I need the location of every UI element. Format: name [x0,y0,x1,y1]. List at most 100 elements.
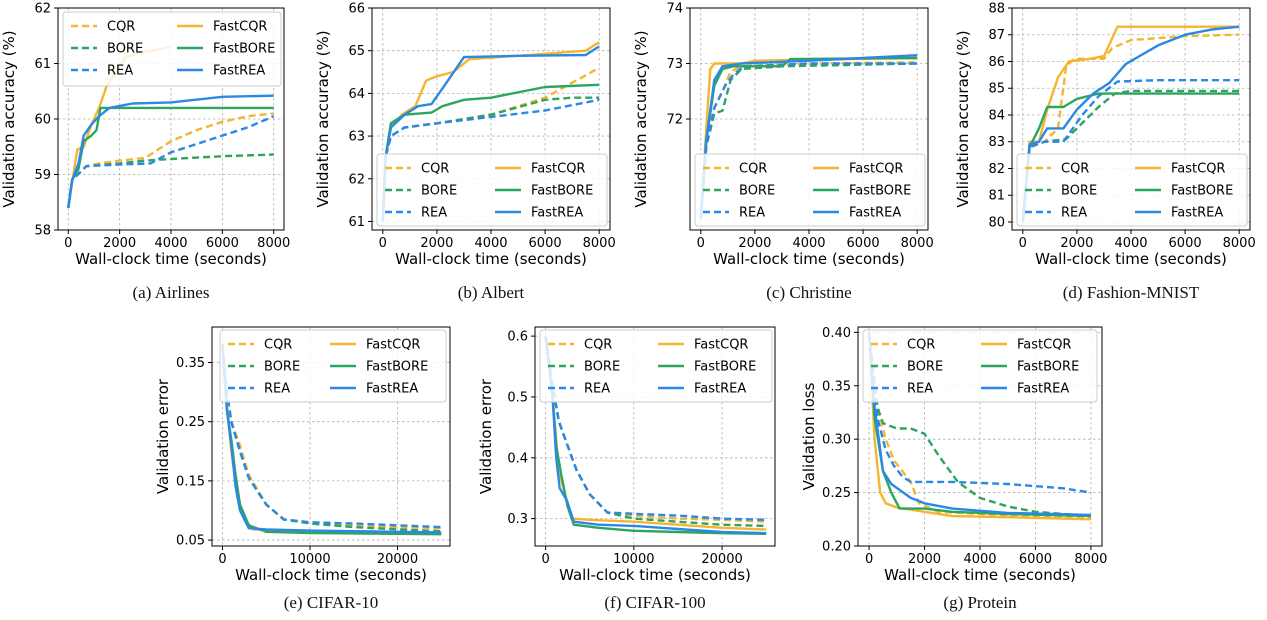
figure-caption: (f) CIFAR-100 [604,593,705,612]
legend-label-cqr: CQR [907,338,935,353]
series-line-fastcqr [699,56,918,219]
y-tick-label: 83 [988,135,1005,150]
legend: CQR BORE REA FastCQR FastBORE FastREA [376,153,608,227]
series-line-fastrea [221,344,442,534]
series-line-rea [221,344,442,529]
y-tick-label: 88 [988,2,1005,17]
figure-caption: (e) CIFAR-10 [284,593,379,612]
legend-label-fastrea: FastREA [366,382,418,397]
legend-label-bore: BORE [421,184,457,199]
legend-label-fastcqr: FastCQR [1017,338,1071,353]
legend-label-bore: BORE [264,360,300,375]
legend-label-fastbore: FastBORE [1171,184,1233,199]
x-tick-label: 4000 [154,236,187,251]
y-axis-label: Validation accuracy (%) [632,30,650,207]
x-tick-label: 8000 [257,236,290,251]
y-tick-label: 0.5 [507,390,528,405]
y-tick-label: 73 [666,57,683,72]
figure-caption: (g) Protein [943,593,1017,612]
legend-label-bore: BORE [907,360,943,375]
y-tick-label: 0.35 [822,379,851,394]
series-line-fastcqr [1021,25,1240,223]
x-axis-label: Wall-clock time (seconds) [713,250,905,268]
legend-label-fastbore: FastBORE [694,360,756,375]
legend-label-bore: BORE [107,42,143,57]
y-tick-label: 62 [348,172,365,187]
series-line-rea [699,62,918,219]
y-tick-label: 0.15 [176,474,205,489]
legend-box [62,11,282,87]
legend-label-cqr: CQR [1061,162,1089,177]
legend-label-rea: REA [421,206,447,221]
legend-label-fastcqr: FastCQR [213,20,267,35]
legend: CQR BORE REA FastCQR FastBORE FastREA [1016,153,1248,227]
figure-caption: (b) Albert [458,283,525,302]
y-tick-label: 0.05 [176,534,205,549]
figure-caption: (c) Christine [766,283,851,302]
x-tick-label: 2000 [738,236,771,251]
y-tick-label: 65 [348,44,365,59]
legend-label-rea: REA [739,206,765,221]
series-line-fastcqr [867,332,1091,521]
x-axis-label: Wall-clock time (seconds) [559,566,751,584]
legend-label-fastrea: FastREA [531,206,583,221]
legend-box [862,329,1098,403]
series-line-fastrea [544,335,767,535]
chart-fashion-mnist: 0 2000 4000 6000 8000 80 81 82 83 84 85 86 87 88 Wall-… [954,2,1256,303]
series-line-fastrea [381,45,600,222]
y-tick-label: 0.25 [822,486,851,501]
y-tick-label: 60 [34,113,51,128]
y-axis-label: Validation loss [800,382,818,490]
y-tick-label: 61 [348,215,365,230]
legend-label-fastrea: FastREA [213,64,265,79]
legend-label-fastbore: FastBORE [366,360,428,375]
series-group [221,344,442,536]
x-tick-label: 2000 [908,552,941,567]
x-tick-label: 0 [1019,236,1027,251]
legend-label-fastrea: FastREA [694,382,746,397]
legend-box [539,329,773,403]
x-tick-label: 6000 [1169,236,1202,251]
legend-label-rea: REA [584,382,610,397]
x-axis-label: Wall-clock time (seconds) [884,566,1076,584]
y-tick-label: 84 [988,108,1005,123]
y-tick-label: 0.20 [822,540,851,555]
legend-label-fastcqr: FastCQR [366,338,420,353]
legend: CQR BORE REA FastCQR FastBORE FastREA [862,329,1098,403]
y-tick-label: 87 [988,28,1005,43]
y-tick-label: 0.40 [822,326,851,341]
legend-label-fastcqr: FastCQR [849,162,903,177]
series-line-cqr [67,112,274,208]
x-tick-label: 0 [218,552,226,567]
y-tick-label: 85 [988,82,1005,97]
legend-label-cqr: CQR [584,338,612,353]
legend-label-bore: BORE [1061,184,1097,199]
series-line-rea [544,335,767,521]
x-tick-label: 4000 [963,552,996,567]
y-tick-label: 0.35 [176,356,205,371]
x-tick-label: 8000 [1074,552,1107,567]
legend-label-fastrea: FastREA [1171,206,1223,221]
legend-label-rea: REA [907,382,933,397]
y-axis-label: Validation error [477,378,495,494]
series-line-fastrea [1021,25,1240,223]
x-tick-label: 2000 [1060,236,1093,251]
legend-label-rea: REA [107,64,133,79]
legend-label-bore: BORE [739,184,775,199]
x-axis-label: Wall-clock time (seconds) [395,250,587,268]
y-tick-label: 72 [666,113,683,128]
y-tick-label: 62 [34,2,51,17]
chart-airlines: 0 2000 4000 6000 8000 58 59 60 61 62 Wall-clock ti… [0,2,290,303]
y-axis-label: Validation error [154,378,172,494]
chart-christine: 0 2000 4000 6000 8000 72 73 74 Wall-clock time (… [632,2,934,303]
x-tick-label: 8000 [1223,236,1256,251]
legend: CQR BORE REA FastCQR FastBORE FastREA [219,329,447,403]
figure-caption: (d) Fashion-MNIST [1063,283,1200,302]
x-axis-label: Wall-clock time (seconds) [1035,250,1227,268]
x-tick-label: 8000 [583,236,616,251]
legend-label-fastcqr: FastCQR [1171,162,1225,177]
legend: CQR BORE REA FastCQR FastBORE FastREA [62,11,282,87]
legend-label-rea: REA [264,382,290,397]
y-tick-label: 59 [34,168,51,183]
y-axis-label: Validation accuracy (%) [0,30,18,207]
